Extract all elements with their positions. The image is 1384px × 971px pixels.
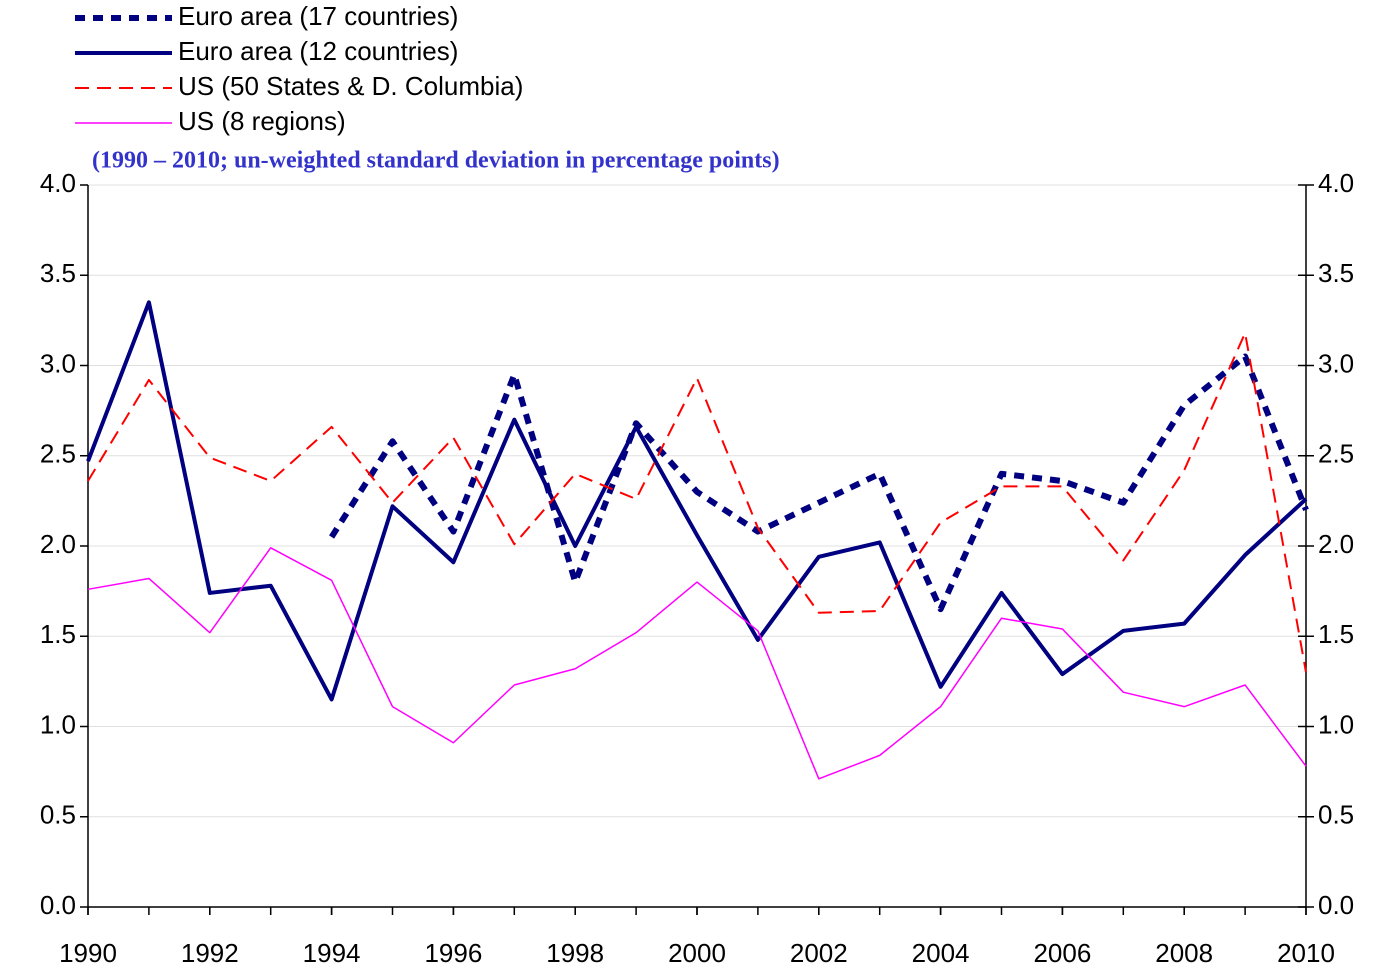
y-tick-label: 1.5 [40,619,76,649]
x-tick-label: 1994 [303,938,361,968]
series-line [329,353,1309,613]
x-tick-label: 2000 [668,938,726,968]
y2-tick-label: 1.5 [1318,619,1354,649]
x-tick-label: 2002 [790,938,848,968]
legend-label: Euro area (12 countries) [178,36,458,66]
y-tick-label: 2.5 [40,439,76,469]
y2-tick-label: 3.0 [1318,348,1354,378]
y2-tick-label: 2.5 [1318,439,1354,469]
x-tick-label: 2006 [1033,938,1091,968]
x-tick-label: 1998 [546,938,604,968]
y-tick-label: 0.5 [40,800,76,830]
x-tick-label: 2010 [1277,938,1335,968]
series-line [87,547,1307,780]
y-tick-label: 4.0 [40,168,76,198]
series-line [86,300,1308,702]
y2-tick-label: 1.0 [1318,709,1354,739]
y2-tick-label: 0.0 [1318,890,1354,920]
y2-tick-label: 3.5 [1318,258,1354,288]
y-tick-label: 1.0 [40,709,76,739]
y-tick-label: 0.0 [40,890,76,920]
x-tick-label: 1992 [181,938,239,968]
y-tick-label: 3.5 [40,258,76,288]
y-tick-label: 3.0 [40,348,76,378]
y-tick-label: 2.0 [40,529,76,559]
series-line [87,332,1307,673]
legend-label: Euro area (17 countries) [178,1,458,31]
y2-tick-label: 0.5 [1318,800,1354,830]
legend-label: US (8 regions) [178,106,346,136]
x-tick-label: 1990 [59,938,117,968]
x-tick-label: 2004 [912,938,970,968]
x-tick-label: 1996 [424,938,482,968]
y2-tick-label: 4.0 [1318,168,1354,198]
x-tick-label: 2008 [1155,938,1213,968]
y2-tick-label: 2.0 [1318,529,1354,559]
chart-subtitle: (1990 – 2010; un-weighted standard devia… [92,148,780,174]
legend-label: US (50 States & D. Columbia) [178,71,523,101]
